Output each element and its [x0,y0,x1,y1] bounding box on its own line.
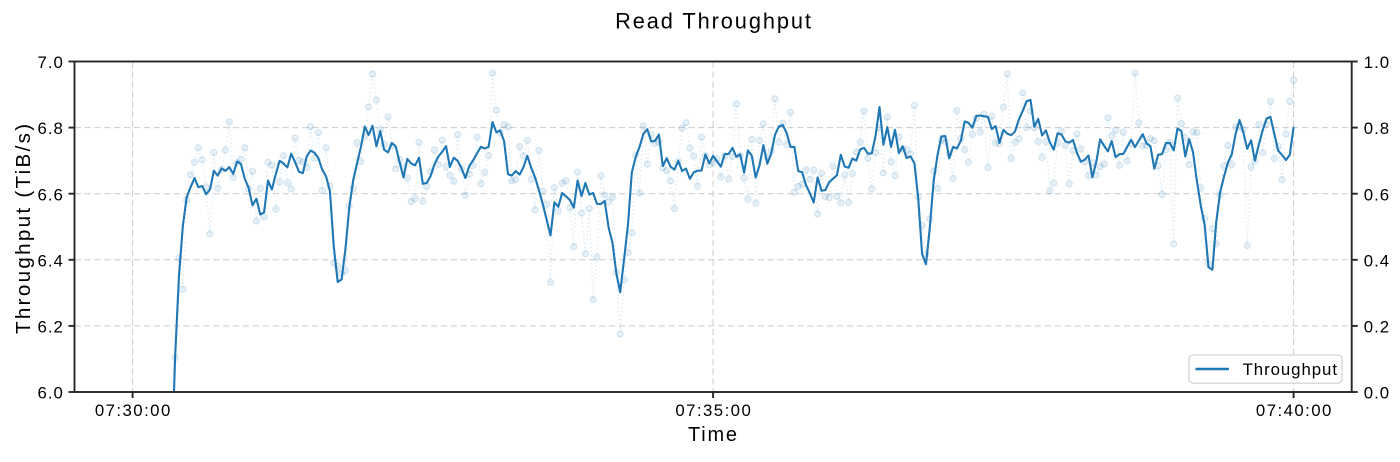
svg-text:6.6: 6.6 [38,185,64,204]
svg-text:07:30:00: 07:30:00 [95,401,172,420]
svg-text:0.6: 0.6 [1364,185,1390,204]
svg-text:Throughput (TiB/s): Throughput (TiB/s) [12,122,35,334]
svg-text:07:40:00: 07:40:00 [1256,401,1333,420]
svg-text:6.8: 6.8 [38,119,64,138]
svg-text:0.8: 0.8 [1364,119,1390,138]
svg-text:1.0: 1.0 [1364,53,1390,72]
svg-text:0.4: 0.4 [1364,251,1390,270]
svg-text:6.0: 6.0 [38,384,64,403]
svg-text:Time: Time [688,424,739,446]
svg-text:Read Throughput: Read Throughput [615,9,813,34]
svg-text:6.2: 6.2 [38,318,64,337]
svg-text:0.0: 0.0 [1364,384,1390,403]
svg-text:7.0: 7.0 [38,53,64,72]
svg-text:Throughput: Throughput [1243,360,1338,379]
svg-text:07:35:00: 07:35:00 [675,401,752,420]
svg-text:6.4: 6.4 [38,251,64,270]
svg-text:0.2: 0.2 [1364,318,1390,337]
